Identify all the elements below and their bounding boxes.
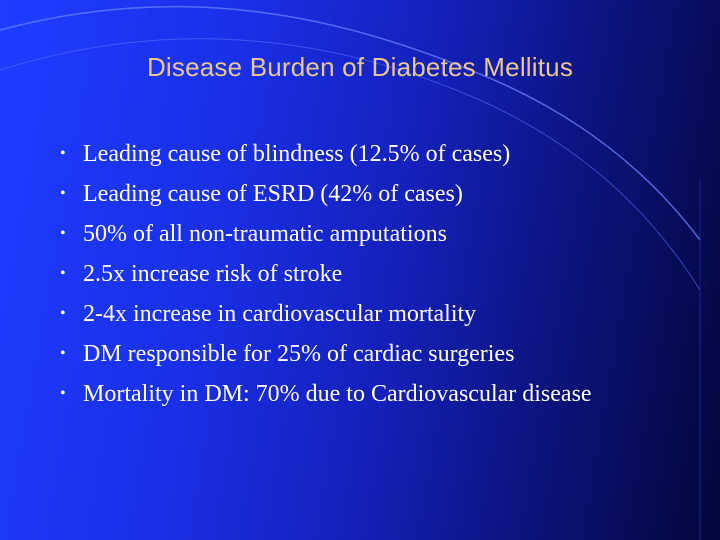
bullet-icon: • <box>60 385 66 402</box>
bullet-text: DM responsible for 25% of cardiac surger… <box>83 341 515 367</box>
bullet-text: 2-4x increase in cardiovascular mortalit… <box>83 301 477 327</box>
bullet-item: • DM responsible for 25% of cardiac surg… <box>60 338 680 370</box>
bullet-list: • Leading cause of blindness (12.5% of c… <box>60 138 680 418</box>
bullet-icon: • <box>60 265 66 282</box>
bullet-icon: • <box>60 185 66 202</box>
bullet-text: 2.5x increase risk of stroke <box>83 261 343 287</box>
bullet-text: 50% of all non-traumatic amputations <box>83 221 447 247</box>
bullet-item: • Leading cause of ESRD (42% of cases) <box>60 178 680 210</box>
bullet-icon: • <box>60 345 66 362</box>
bullet-text: Leading cause of blindness (12.5% of cas… <box>83 141 511 167</box>
bullet-item: • 2.5x increase risk of stroke <box>60 258 680 290</box>
bullet-icon: • <box>60 305 66 322</box>
bullet-item: • 50% of all non-traumatic amputations <box>60 218 680 250</box>
bullet-item: • 2-4x increase in cardiovascular mortal… <box>60 298 680 330</box>
bullet-icon: • <box>60 225 66 242</box>
bullet-text: Mortality in DM: 70% due to Cardiovascul… <box>83 381 592 407</box>
bullet-text: Leading cause of ESRD (42% of cases) <box>83 181 463 207</box>
bullet-icon: • <box>60 145 66 162</box>
bullet-item: • Mortality in DM: 70% due to Cardiovasc… <box>60 378 680 410</box>
slide-title: Disease Burden of Diabetes Mellitus <box>146 52 574 82</box>
bullet-item: • Leading cause of blindness (12.5% of c… <box>60 138 680 170</box>
